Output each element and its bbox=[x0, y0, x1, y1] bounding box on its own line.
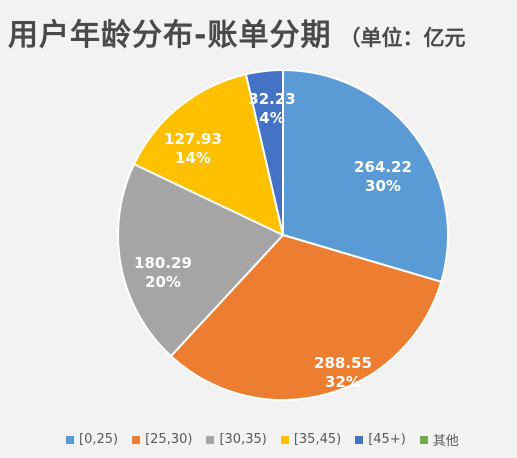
legend-swatch bbox=[355, 435, 364, 444]
slice-percent-label: 14% bbox=[175, 149, 211, 167]
slice-value-label: 264.22 bbox=[354, 158, 412, 176]
legend-label: [35,45) bbox=[293, 432, 342, 447]
legend-item: 其他 bbox=[419, 430, 459, 449]
pie-slice-0 bbox=[282, 68, 449, 284]
legend-swatch bbox=[66, 435, 74, 444]
chart-title-unit: （单位：亿元 bbox=[339, 26, 466, 50]
legend-label: 其他 bbox=[432, 434, 459, 449]
legend-swatch bbox=[206, 435, 215, 444]
chart-title-main: 用户年龄分布-账单分期 bbox=[8, 18, 332, 53]
chart-title: 用户年龄分布-账单分期 （单位：亿元 bbox=[8, 10, 465, 54]
legend-label: [45+) bbox=[368, 432, 406, 447]
legend-item: [30,35) bbox=[206, 432, 267, 447]
slice-percent-label: 20% bbox=[145, 273, 181, 291]
slice-value-label: 127.93 bbox=[164, 130, 222, 148]
pie-slices bbox=[117, 68, 449, 401]
legend-item: [0,25) bbox=[66, 432, 118, 447]
legend-item: [25,30) bbox=[132, 432, 192, 447]
pie-slice-4 bbox=[244, 68, 284, 236]
legend-swatch bbox=[280, 435, 289, 444]
legend-swatch bbox=[419, 435, 428, 444]
slice-percent-label: 32% bbox=[325, 373, 361, 391]
legend-item: [35,45) bbox=[280, 432, 342, 447]
slice-value-label: 180.29 bbox=[134, 254, 192, 272]
slice-value-label: 288.55 bbox=[314, 354, 372, 372]
pie-slice-1 bbox=[169, 233, 443, 401]
pie-slice-2 bbox=[117, 162, 285, 358]
pie-slice-3 bbox=[132, 73, 285, 237]
slice-percent-label: 30% bbox=[365, 177, 401, 195]
legend-item: [45+) bbox=[355, 432, 406, 447]
legend-label: [25,30) bbox=[145, 432, 193, 447]
legend-label: [30,35) bbox=[219, 432, 267, 447]
chart-legend: [0,25) [25,30) [30,35) [35,45) [45+) 其他 bbox=[66, 430, 459, 449]
slice-percent-label: 4% bbox=[259, 109, 284, 127]
legend-label: [0,25) bbox=[79, 432, 119, 447]
slice-value-label: 32.23 bbox=[248, 90, 295, 108]
legend-swatch bbox=[132, 435, 141, 444]
